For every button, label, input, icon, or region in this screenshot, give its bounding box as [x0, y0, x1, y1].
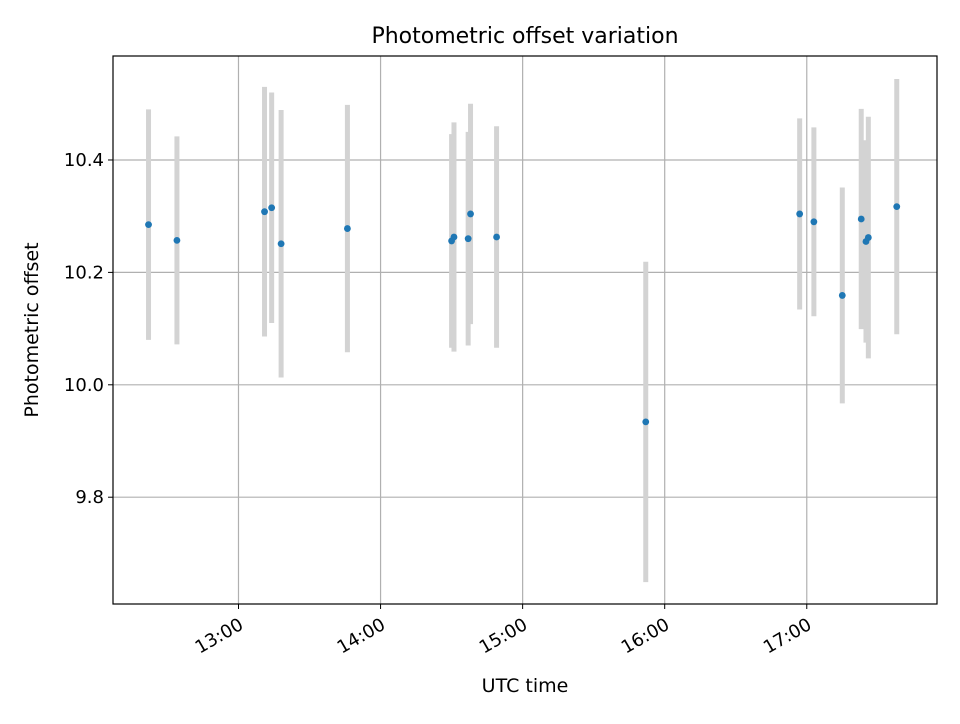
data-point [642, 418, 650, 426]
y-tick-label: 10.2 [64, 262, 104, 283]
data-point [893, 203, 901, 211]
data-point [857, 215, 865, 223]
y-tick-label: 10.4 [64, 150, 104, 171]
plot-frame [112, 55, 938, 605]
data-point [344, 225, 351, 232]
data-point [864, 234, 872, 241]
data-point [493, 233, 500, 241]
data-point [450, 233, 458, 241]
point-layer [145, 203, 901, 426]
y-tick-label: 10.0 [64, 375, 104, 396]
y-tick-label: 9.8 [75, 487, 104, 508]
data-point [467, 210, 474, 218]
data-point [145, 221, 152, 229]
data-point [838, 292, 846, 299]
data-point [277, 240, 285, 248]
data-point [261, 208, 268, 216]
data-point [173, 236, 181, 244]
x-axis-label: UTC time [482, 675, 569, 697]
chart-title: Photometric offset variation [371, 24, 678, 49]
y-axis-label: Photometric offset [21, 242, 43, 417]
data-point [464, 235, 472, 243]
data-point [268, 204, 276, 212]
data-point [796, 210, 804, 218]
data-point [810, 218, 818, 226]
